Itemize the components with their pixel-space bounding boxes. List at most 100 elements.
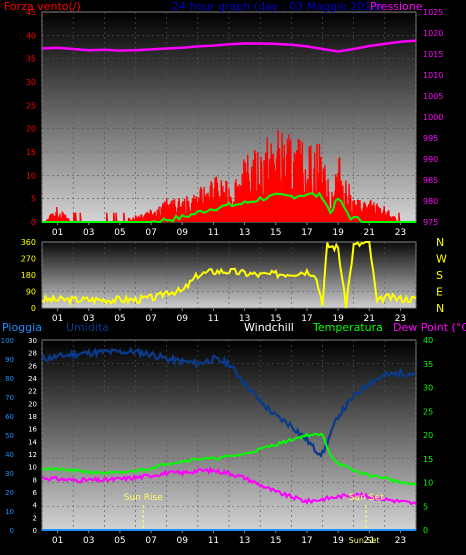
humidity-tick-label: 24	[28, 375, 37, 383]
wind-panel: Forza vento(/) 24 hour graph (day : 03 M…	[4, 0, 443, 238]
wind-tick-label: 40	[26, 31, 36, 40]
humidity-tick-label: 16	[28, 426, 37, 434]
temperature-tick-label: 20	[423, 431, 433, 440]
temperature-x-ticks: 01 03 05 07 09 11 13 15 17 19 21 23	[52, 530, 406, 546]
x-tick-label: 19	[332, 314, 344, 324]
rain-tick-label: 60	[5, 413, 14, 421]
x-tick-label: 03	[83, 228, 94, 238]
x-tick-label: 13	[239, 536, 250, 546]
x-tick-label: 17	[301, 314, 312, 324]
humidity-tick-label: 14	[28, 438, 37, 446]
x-tick-label: 05	[114, 536, 125, 546]
x-tick-label: 11	[208, 536, 219, 546]
humidity-label: Umidita	[66, 321, 109, 334]
rain-tick-label: 100	[1, 337, 14, 345]
wind-tick-label: 45	[26, 8, 36, 17]
rain-tick-label: 0	[10, 527, 14, 535]
direction-compass-label: E	[436, 286, 443, 299]
humidity-tick-label: 22	[28, 388, 37, 396]
humidity-tick-label: 4	[33, 502, 38, 510]
humidity-tick-label: 26	[28, 362, 37, 370]
wind-left-ticks: 0 5 10 15 20 25 30 35 40 45	[26, 8, 36, 227]
humidity-series	[41, 347, 416, 459]
pressure-tick-label: 1010	[423, 71, 443, 80]
humidity-tick-label: 20	[28, 400, 37, 408]
chart-title: 24 hour graph (day : 03 Maggio 2013)	[172, 0, 382, 13]
humidity-tick-label: 28	[28, 350, 37, 358]
wind-tick-label: 20	[26, 125, 36, 134]
x-tick-label: 23	[395, 536, 406, 546]
dewpoint-label: Dew Point (°C)	[393, 321, 466, 334]
humidity-tick-label: 12	[28, 451, 37, 459]
pressure-tick-label: 985	[423, 176, 438, 185]
direction-left-ticks: 0 90 180 270 360	[21, 238, 36, 313]
dewpoint-series	[41, 466, 417, 506]
x-tick-label: 15	[270, 536, 281, 546]
rain-axis-label: Pioggia	[2, 321, 42, 334]
direction-x-ticks: 01 03 05 07 09 11 13 15 17 19 21 23	[52, 308, 406, 324]
temperature-series	[41, 432, 417, 486]
x-tick-label: 03	[83, 314, 94, 324]
temperature-tick-label: 25	[423, 407, 433, 416]
x-tick-label: 11	[208, 228, 219, 238]
wind-tick-label: 30	[26, 78, 36, 87]
direction-tick-label: 360	[21, 238, 36, 247]
wind-tick-label: 25	[26, 101, 36, 110]
rain-tick-label: 50	[5, 432, 14, 440]
x-tick-label: 13	[239, 314, 250, 324]
temperature-tick-label: 15	[423, 455, 433, 464]
direction-tick-label: 0	[31, 304, 36, 313]
x-tick-label: 23	[395, 228, 406, 238]
x-tick-label: 07	[145, 536, 156, 546]
temperature-label: Temperatura	[312, 321, 383, 334]
direction-tick-label: 180	[21, 271, 36, 280]
sun-rise-label: Sun Rise	[124, 493, 163, 503]
humidity-tick-label: 6	[33, 489, 38, 497]
direction-compass-label: N	[436, 236, 444, 249]
sun-set-label: Sun Set	[349, 493, 384, 503]
temperature-right-ticks: 0 5 10 15 20 25 30 35 40	[423, 336, 433, 535]
x-tick-label: 09	[177, 314, 189, 324]
x-tick-label: 21	[364, 314, 375, 324]
wind-tick-label: 10	[26, 171, 36, 180]
x-tick-label: 13	[239, 228, 250, 238]
x-tick-label: 09	[177, 536, 189, 546]
temperature-tick-label: 30	[423, 384, 433, 393]
x-tick-label: 23	[395, 314, 406, 324]
pressure-right-ticks: 975 980 985 990 995 1000 1005 1010 1015 1020 1025	[423, 8, 443, 227]
rain-tick-label: 40	[5, 451, 14, 459]
x-tick-label: 21	[364, 228, 375, 238]
humidity-tick-label: 0	[33, 527, 37, 535]
direction-tick-label: 270	[21, 255, 36, 264]
temperature-tick-label: 0	[423, 526, 428, 535]
x-tick-label: 21	[364, 536, 375, 546]
wind-tick-label: 0	[31, 218, 36, 227]
x-tick-label: 01	[52, 228, 63, 238]
wind-tick-label: 15	[26, 148, 36, 157]
wind-x-ticks: 01 03 05 07 09 11 13 15 17 19 21 23	[52, 222, 406, 238]
pressure-tick-label: 1020	[423, 29, 443, 38]
x-tick-label: 09	[177, 228, 189, 238]
wind-average-series	[42, 191, 416, 223]
temperature-tick-label: 35	[423, 360, 433, 369]
pressure-series	[41, 39, 417, 53]
direction-compass-label: W	[436, 253, 447, 266]
humidity-tick-label: 30	[28, 337, 37, 345]
windchill-label: Windchill	[244, 321, 294, 334]
wind-tick-label: 35	[26, 55, 36, 64]
x-tick-label: 17	[301, 536, 312, 546]
temperature-tick-label: 10	[423, 479, 433, 488]
x-tick-label: 01	[52, 314, 63, 324]
wind-tick-label: 5	[31, 195, 36, 204]
x-tick-label: 07	[145, 228, 156, 238]
pressure-tick-label: 975	[423, 218, 438, 227]
sun-set-axis-label: Sun Set	[349, 536, 380, 545]
wind-axis-label: Forza vento(/)	[4, 0, 81, 13]
temperature-panel: Pioggia Umidita Windchill Temperatura De…	[1, 321, 466, 546]
pressure-axis-label: Pressione	[370, 0, 423, 13]
x-tick-label: 15	[270, 228, 281, 238]
pressure-tick-label: 1005	[423, 92, 443, 101]
